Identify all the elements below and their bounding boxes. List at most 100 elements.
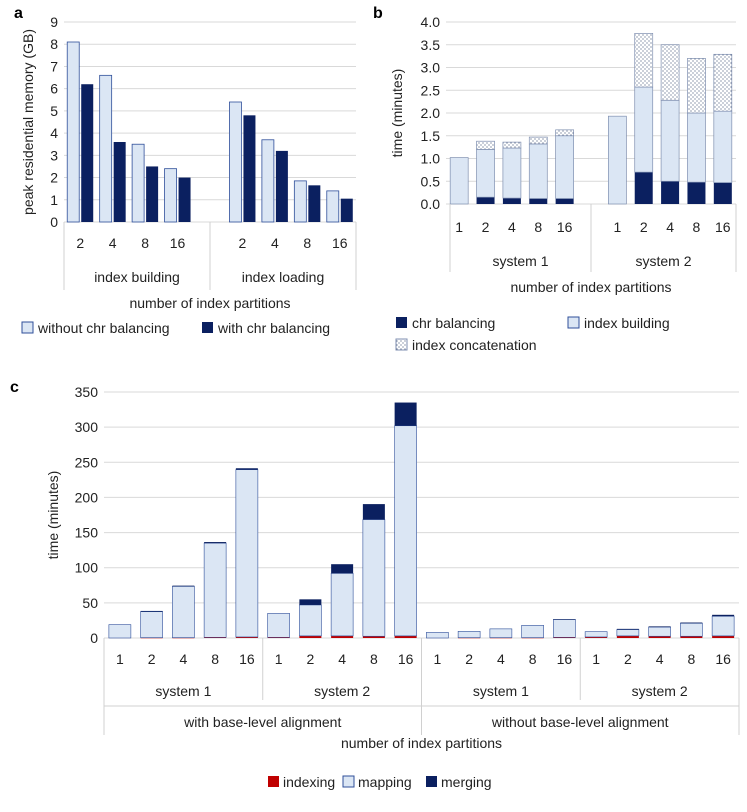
panel-c-bar-merging [362, 504, 385, 520]
panel-c-bar-merging [648, 626, 671, 628]
panel-b-bar-chr-balancing [634, 172, 653, 204]
panel-c-bar-indexing [680, 636, 703, 638]
panel-b-legend-swatch-building [567, 316, 580, 329]
panel-b-bar-index-building [476, 149, 495, 198]
panel-c-y-tick-label: 300 [75, 419, 99, 435]
panel-a-legend-label: without chr balancing [37, 320, 170, 336]
panel-a-y-tick-label: 9 [50, 14, 58, 30]
panel-c-group-label: system 1 [155, 683, 211, 699]
panel-a-y-axis-label: peak residential memory (GB) [20, 29, 36, 215]
panel-c-y-tick-label: 150 [75, 525, 99, 541]
panel-b-y-tick-label: 1.0 [421, 151, 441, 167]
panel-c-y-tick-label: 200 [75, 489, 99, 505]
panel-c-legend-label: indexing [283, 774, 335, 790]
panel-b-x-tick-label: 2 [640, 219, 648, 235]
panel-c-bar-mapping [108, 624, 132, 639]
panel-c-bar-indexing [362, 636, 385, 638]
panel-b-bar-chr-balancing [661, 181, 680, 204]
panel-c-bar-mapping [267, 613, 290, 638]
panel-c-bar-mapping [330, 573, 354, 637]
panel-c-y-tick-label: 350 [75, 384, 99, 400]
panel-c-bar-indexing [331, 635, 354, 638]
panel-b-x-tick-label: 16 [557, 219, 573, 235]
panel-a-x-tick-label: 8 [141, 235, 149, 251]
panel-c-bar-merging [331, 564, 354, 574]
panel-c-x-tick-label: 2 [306, 651, 314, 667]
panel-b-bar-index-building [449, 157, 469, 205]
panel-b-y-tick-label: 2.5 [421, 82, 441, 98]
panel-c-bar-indexing [267, 637, 290, 638]
panel-a-x-tick-label: 16 [332, 235, 348, 251]
panel-a-y-tick-label: 4 [50, 125, 58, 141]
panel-b-y-tick-label: 0.0 [421, 196, 441, 212]
panel-c-y-tick-label: 50 [82, 595, 98, 611]
panel-c-bar-mapping [299, 604, 322, 637]
panel-c-bar-mapping [457, 631, 481, 638]
panel-a-bar-with-chr-balancing [308, 185, 321, 222]
panel-b-bar-chr-balancing [555, 198, 574, 204]
panel-c-bar-merging [712, 614, 735, 617]
panel-b-bar-index-concatenation [476, 140, 495, 150]
panel-c-bar-indexing [648, 636, 671, 638]
panel-a-bar-without-chr-balancing [293, 180, 307, 223]
panel-c-bar-mapping [616, 629, 640, 637]
panel-b-x-tick-label: 8 [534, 219, 542, 235]
panel-c-outer-group-label: with base-level alignment [183, 714, 341, 730]
panel-a-y-tick-label: 0 [50, 214, 58, 230]
panel-b-bar-index-building [528, 143, 548, 199]
panel-c-bar-merging [299, 599, 322, 605]
panel-c-x-tick-label: 16 [557, 651, 573, 667]
panel-c-bar-merging [616, 628, 639, 630]
panel-b-bar-index-concatenation [713, 53, 733, 112]
panel-b-label: b [373, 5, 383, 22]
panel-c-x-tick-label: 1 [275, 651, 283, 667]
panel-b-group-label: system 2 [635, 253, 691, 269]
panel-b-x-tick-label: 1 [455, 219, 463, 235]
panel-b-bar-index-building [687, 112, 706, 183]
panel-a-label: a [14, 5, 23, 22]
panel-c-x-axis-label: number of index partitions [341, 735, 502, 751]
panel-c-bar-mapping [140, 611, 163, 638]
panel-c-bar-indexing [712, 635, 735, 638]
panel-b-bar-index-building [634, 86, 654, 173]
panel-a-bar-with-chr-balancing [243, 115, 256, 222]
panel-c-bar-mapping [172, 586, 195, 638]
panel-a-group-label: index loading [242, 269, 325, 285]
panel-a-bar-without-chr-balancing [99, 74, 113, 223]
panel-c-y-tick-label: 0 [90, 630, 98, 646]
panel-c-legend-swatch-indexing [268, 776, 279, 787]
panel-a-bar-with-chr-balancing [340, 198, 353, 222]
panel-c-x-tick-label: 4 [497, 651, 505, 667]
panel-b-y-tick-label: 3.0 [421, 60, 441, 76]
panel-c-x-tick-label: 16 [398, 651, 414, 667]
panel-c-bar-mapping [426, 632, 449, 639]
panel-a-y-tick-label: 7 [50, 58, 58, 74]
panel-a-bar-without-chr-balancing [229, 101, 242, 223]
panel-a-legend-swatch-without [21, 321, 34, 334]
panel-a-group-label: index building [94, 269, 180, 285]
panel-c-bar-indexing [394, 635, 417, 638]
panel-a-bar-without-chr-balancing [164, 168, 177, 223]
panel-c-x-tick-label: 16 [715, 651, 731, 667]
panel-b-x-tick-label: 2 [482, 219, 490, 235]
panel-c-x-tick-label: 1 [592, 651, 600, 667]
panel-a-y-tick-label: 1 [50, 192, 58, 208]
panel-c-bar-merging [172, 585, 195, 587]
panel-c-bar-indexing [204, 637, 227, 638]
panel-a-x-tick-label: 2 [239, 235, 247, 251]
panel-c-x-tick-label: 2 [465, 651, 473, 667]
panel-b-group-label: system 1 [492, 253, 548, 269]
panel-c-x-tick-label: 8 [529, 651, 537, 667]
panel-b-bar-index-concatenation [634, 33, 654, 88]
panel-c-legend-swatch-merging [426, 776, 437, 787]
panel-c-bar-indexing [299, 635, 322, 638]
panel-b-bar-chr-balancing [476, 197, 495, 204]
panel-b-bar-index-concatenation [528, 136, 548, 145]
panel-c-bar-mapping [711, 615, 735, 637]
panel-b-x-axis-label: number of index partitions [510, 279, 671, 295]
panel-c-bar-merging [680, 622, 703, 624]
panel-c-y-axis-label: time (minutes) [45, 471, 61, 560]
panel-a-y-tick-label: 3 [50, 147, 58, 163]
panel-c-bar-merging [394, 402, 417, 426]
